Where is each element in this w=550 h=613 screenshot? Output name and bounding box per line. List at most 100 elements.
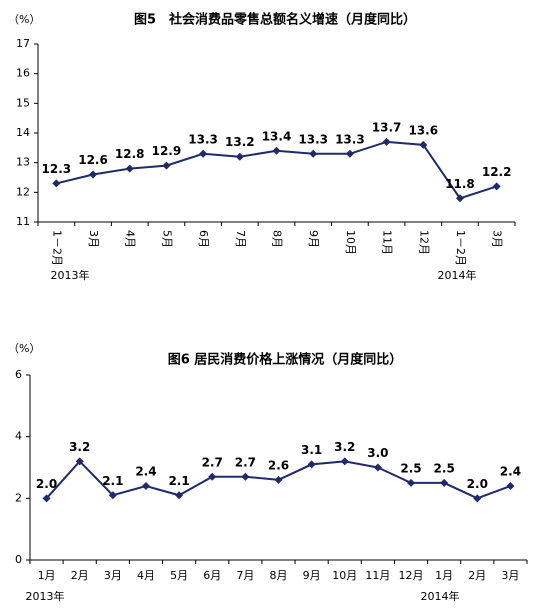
data-point [199, 149, 208, 158]
x-tick-label: 2月 [71, 569, 89, 582]
chart-title: 图6 居民消费价格上涨情况（月度同比） [168, 352, 403, 368]
value-label: 13.7 [372, 120, 402, 134]
data-point [274, 475, 283, 484]
year-label: 2014年 [438, 268, 477, 282]
x-tick-label: 7月 [236, 569, 254, 582]
value-label: 3.2 [334, 440, 355, 454]
value-label: 12.3 [42, 162, 72, 176]
value-label: 13.6 [408, 123, 438, 137]
data-point [89, 170, 98, 179]
value-label: 13.3 [298, 132, 328, 146]
data-point [419, 140, 428, 149]
value-label: 12.2 [482, 165, 512, 179]
value-label: 2.1 [168, 474, 189, 488]
value-label: 3.1 [301, 443, 322, 457]
chart-title: 图5 社会消费品零售总额名义增速（月度同比） [134, 12, 416, 28]
x-tick-label: 6月 [203, 569, 221, 582]
y-tick-label: 14 [16, 126, 30, 139]
value-label: 2.7 [235, 455, 256, 469]
value-label: 3.0 [367, 446, 388, 460]
year-label: 2014年 [421, 589, 460, 603]
value-label: 11.8 [445, 177, 475, 191]
value-label: 13.2 [225, 135, 255, 149]
y-tick-label: 17 [16, 37, 30, 50]
y-tick-label: 4 [15, 430, 22, 443]
y-tick-label: 6 [15, 368, 22, 381]
x-tick-label: 1－2月 [454, 230, 467, 266]
x-tick-label: 5月 [160, 230, 173, 248]
value-label: 12.8 [115, 147, 145, 161]
data-point [241, 472, 250, 481]
data-point [108, 491, 117, 500]
x-tick-label: 3月 [104, 569, 122, 582]
year-label: 2013年 [51, 268, 90, 282]
data-point [440, 478, 449, 487]
y-unit: （%） [8, 13, 40, 26]
x-tick-label: 10月 [344, 230, 357, 255]
value-label: 13.3 [188, 132, 218, 146]
x-tick-label: 8月 [270, 569, 288, 582]
y-tick-label: 12 [16, 185, 30, 198]
data-point [175, 491, 184, 500]
data-point [455, 194, 464, 203]
data-point [235, 152, 244, 161]
data-point [309, 149, 318, 158]
data-point [407, 478, 416, 487]
data-point [506, 482, 515, 490]
x-tick-label: 5月 [170, 569, 188, 582]
value-label: 2.7 [202, 455, 223, 469]
value-label: 2.4 [135, 465, 156, 479]
x-tick-label: 1月 [435, 569, 453, 582]
x-tick-label: 9月 [303, 569, 321, 582]
data-point [125, 164, 134, 173]
value-label: 2.0 [467, 477, 488, 491]
y-tick-label: 2 [15, 491, 22, 504]
y-tick-label: 16 [16, 67, 30, 80]
data-point [373, 463, 382, 472]
x-tick-label: 8月 [271, 230, 284, 248]
value-label: 12.9 [152, 144, 182, 158]
y-tick-label: 0 [15, 553, 22, 566]
value-label: 2.5 [434, 461, 455, 475]
value-label: 2.1 [102, 474, 123, 488]
data-point [345, 149, 354, 158]
data-point [42, 494, 51, 503]
y-unit: （%） [8, 342, 40, 355]
value-label: 13.4 [262, 129, 292, 143]
x-tick-label: 12月 [417, 230, 430, 255]
value-label: 2.0 [36, 477, 57, 491]
x-tick-label: 2月 [468, 569, 486, 582]
y-tick-label: 11 [16, 215, 30, 228]
value-label: 2.6 [268, 458, 289, 472]
x-tick-label: 4月 [137, 569, 155, 582]
data-point [473, 494, 482, 503]
x-tick-label: 3月 [491, 230, 504, 248]
data-point [208, 472, 217, 481]
x-tick-label: 4月 [124, 230, 137, 248]
x-tick-label: 7月 [234, 230, 247, 248]
y-tick-label: 13 [16, 156, 30, 169]
value-label: 2.5 [400, 461, 421, 475]
year-label: 2013年 [26, 589, 65, 603]
x-tick-label: 3月 [501, 569, 519, 582]
x-tick-label: 1－2月 [50, 230, 63, 266]
data-point [382, 137, 391, 146]
y-tick-label: 15 [16, 96, 30, 109]
x-tick-label: 11月 [365, 569, 390, 582]
value-label: 13.3 [335, 132, 365, 146]
x-tick-label: 3月 [87, 230, 100, 248]
data-point [307, 460, 316, 469]
value-label: 2.4 [500, 465, 521, 479]
data-point [141, 482, 150, 490]
data-point [75, 457, 84, 466]
x-tick-label: 10月 [332, 569, 357, 582]
x-tick-label: 11月 [381, 230, 394, 255]
data-point [492, 182, 501, 191]
x-tick-label: 1月 [38, 569, 56, 582]
x-tick-label: 12月 [399, 569, 424, 582]
data-point [52, 179, 61, 188]
x-tick-label: 9月 [307, 230, 320, 248]
data-point [162, 161, 171, 170]
data-point [340, 457, 349, 466]
